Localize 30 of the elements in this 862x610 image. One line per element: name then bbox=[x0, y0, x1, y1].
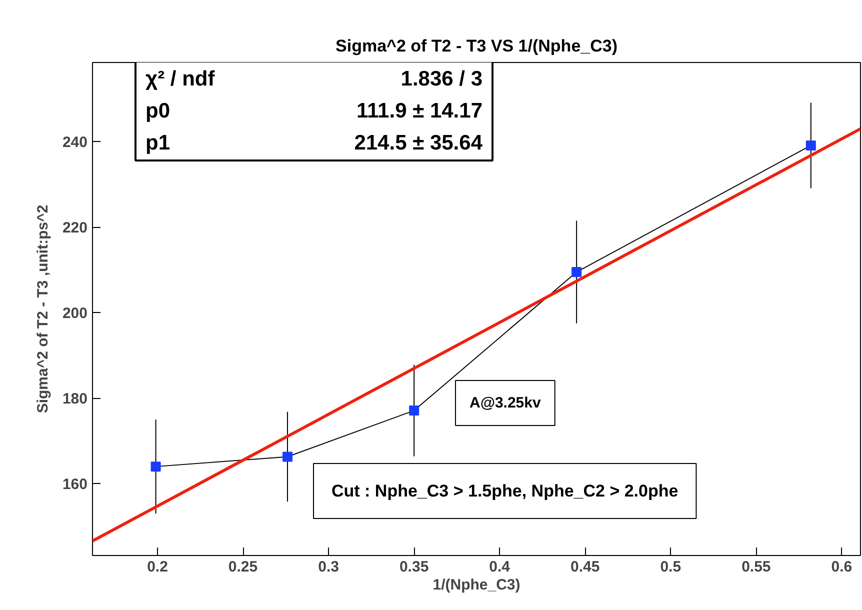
point bbox=[150, 462, 161, 472]
point bbox=[572, 267, 582, 278]
annotation: 214.5 ± 35.64 bbox=[354, 132, 483, 154]
annotation: p0 bbox=[146, 100, 170, 122]
point bbox=[282, 452, 292, 462]
annotation: 111.9 ± 14.17 bbox=[356, 100, 483, 122]
x-tick-label: 0.35 bbox=[399, 558, 429, 576]
y-tick-label: 160 bbox=[62, 476, 88, 494]
x-tick-label: 0.5 bbox=[660, 558, 682, 576]
annotation: 1.836 / 3 bbox=[400, 68, 482, 90]
y-tick-label: 200 bbox=[62, 305, 88, 322]
x-axis-title: 1/(Nphe_C3) bbox=[432, 576, 520, 594]
x-tick-label: 0.55 bbox=[742, 558, 771, 576]
x-tick-label: 0.2 bbox=[147, 558, 168, 576]
x-tick-label: 0.4 bbox=[489, 558, 511, 576]
annotation: χ² / ndf bbox=[146, 68, 216, 90]
annotation: p1 bbox=[146, 132, 170, 154]
point bbox=[806, 140, 816, 150]
y-tick-label: 220 bbox=[62, 220, 88, 237]
x-tick-label: 0.45 bbox=[570, 558, 600, 576]
annotation: A@3.25kv bbox=[470, 394, 542, 412]
x-tick-label: 0.25 bbox=[228, 558, 258, 576]
x-tick-label: 0.6 bbox=[831, 558, 852, 576]
y-tick-label: 180 bbox=[62, 390, 88, 408]
x-tick-label: 0.3 bbox=[318, 558, 339, 576]
chart-title: Sigma^2 of T2 - T3 VS 1/(Nphe_C3) bbox=[336, 36, 618, 56]
y-tick-label: 240 bbox=[62, 134, 88, 152]
y-axis-title: Sigma^2 of T2 - T3 ,unit:ps^2 bbox=[34, 204, 52, 414]
annotation: Cut : Nphe_C3 > 1.5phe, Nphe_C2 > 2.0phe bbox=[332, 482, 678, 500]
point bbox=[409, 406, 420, 416]
